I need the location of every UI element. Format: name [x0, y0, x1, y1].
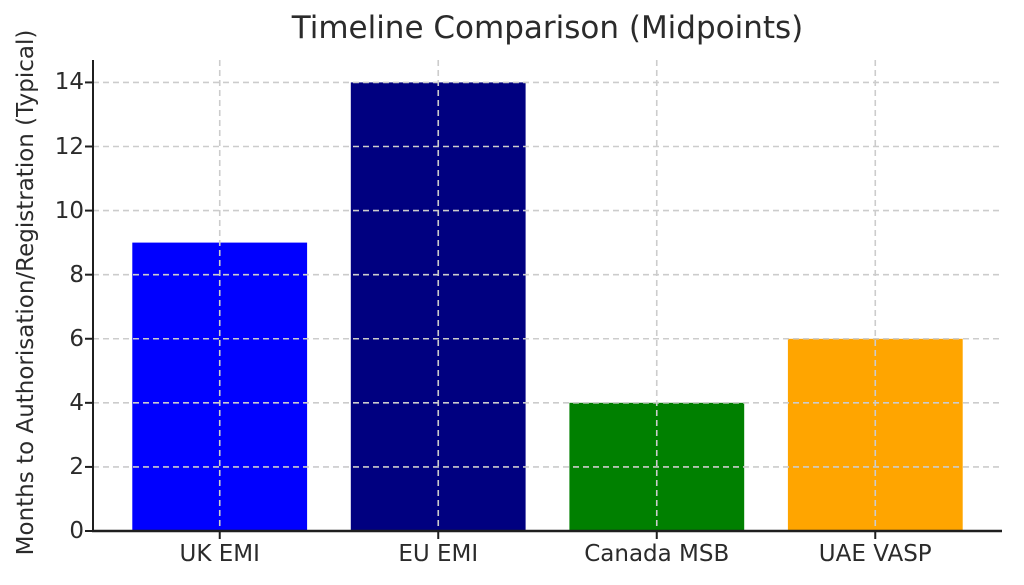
x-tick-label-uae-vasp: UAE VASP: [818, 541, 932, 567]
x-tick-label-canada-msb: Canada MSB: [584, 541, 730, 567]
y-tick-label-12: 12: [54, 133, 84, 160]
y-tick-label-10: 10: [54, 197, 84, 224]
bar-eu-emi: [350, 82, 526, 532]
y-tick-label-8: 8: [69, 261, 84, 288]
y-tick-label-4: 4: [69, 389, 84, 416]
chart-title: Timeline Comparison (Midpoints): [291, 10, 804, 46]
y-tick-label-14: 14: [54, 69, 84, 96]
x-tick-label-uk-emi: UK EMI: [179, 541, 260, 567]
y-tick-label-2: 2: [69, 453, 84, 480]
x-tick-label-eu-emi: EU EMI: [398, 541, 479, 567]
y-tick-label-6: 6: [69, 325, 84, 352]
y-tick-label-0: 0: [69, 518, 84, 544]
